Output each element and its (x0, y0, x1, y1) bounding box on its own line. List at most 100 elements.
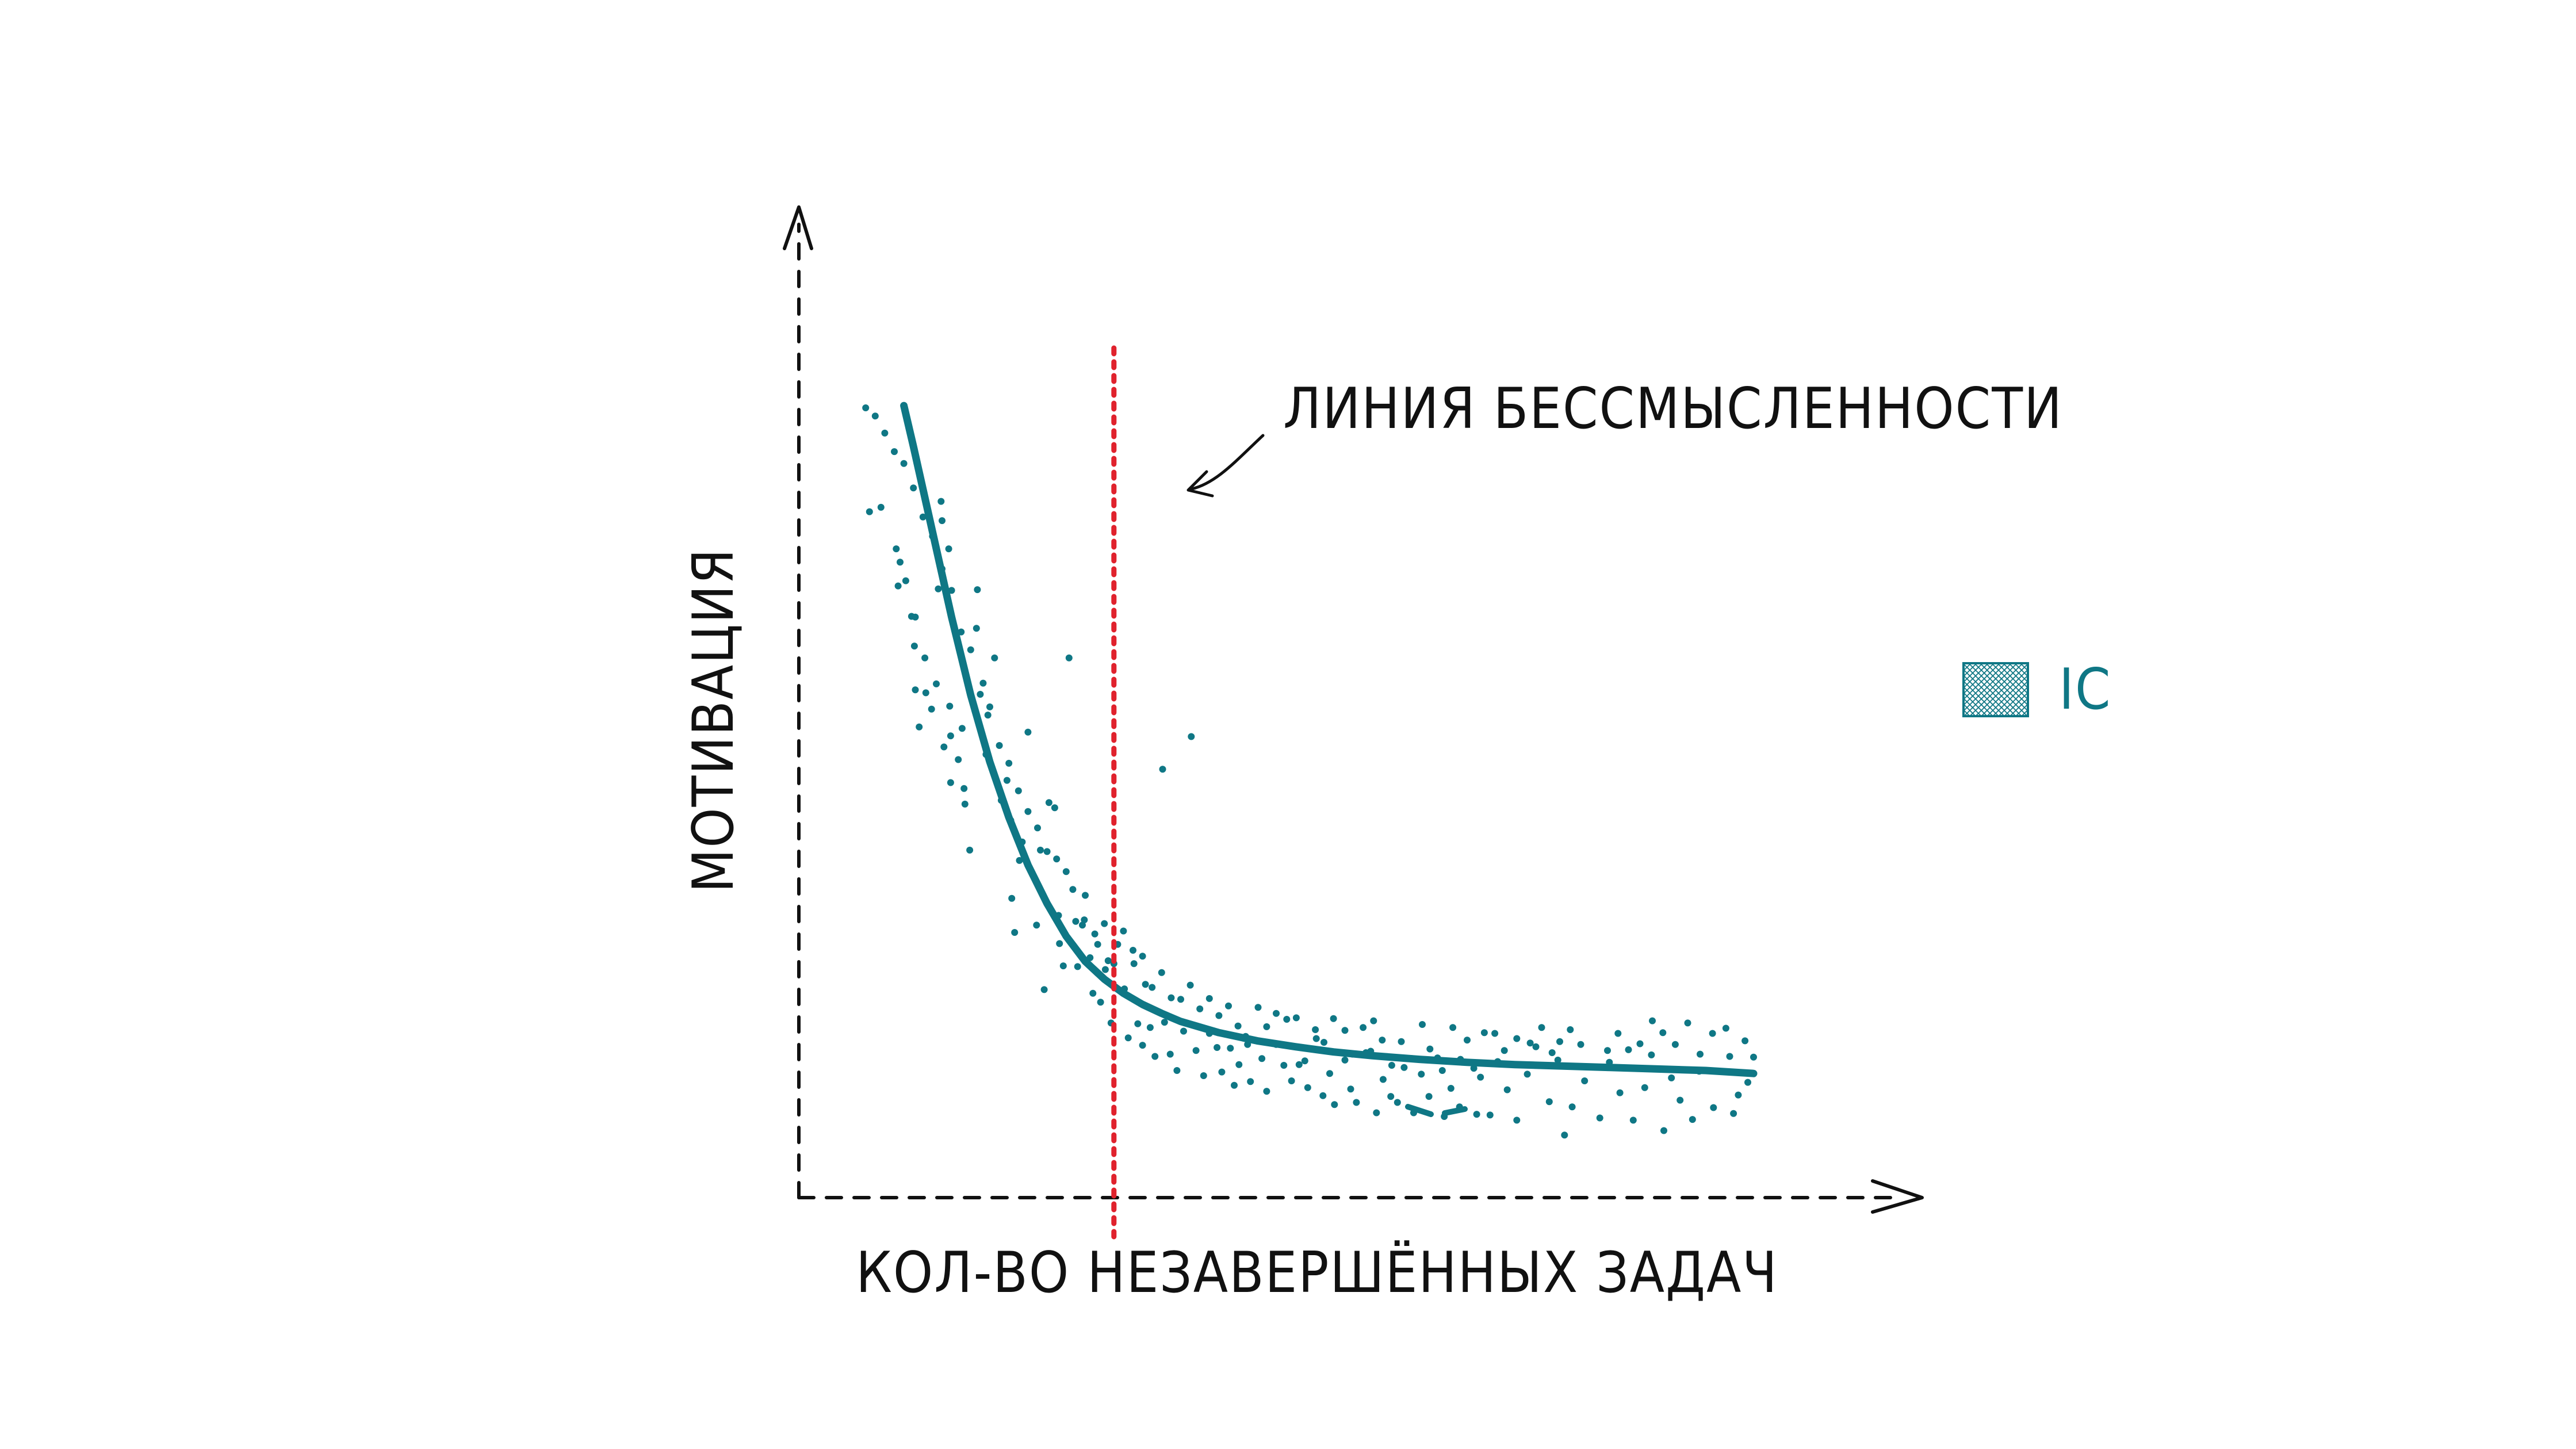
scatter-point (1227, 1045, 1234, 1052)
scatter-point (891, 448, 898, 456)
scatter-point (1101, 966, 1109, 973)
trend-tail-stroke (1405, 1104, 1468, 1117)
scatter-point (1561, 1131, 1568, 1139)
scatter-point (1726, 1053, 1733, 1060)
scatter-point (1069, 886, 1077, 893)
scatter-point (1034, 824, 1041, 832)
scatter-point (1273, 1010, 1280, 1017)
legend-swatch-icon (1962, 662, 2029, 717)
scatter-point (1288, 1077, 1295, 1084)
scatter-point (1425, 1093, 1433, 1100)
scatter-point (1301, 1057, 1308, 1065)
scatter-point (1312, 1026, 1319, 1033)
x-axis-arrow-icon (1871, 1179, 1924, 1214)
scatter-point (1051, 804, 1058, 812)
scatter-point (966, 846, 974, 854)
scatter-point (1449, 1024, 1457, 1031)
scatter-point (1319, 1092, 1327, 1099)
scatter-point (1538, 1024, 1545, 1031)
scatter-point (960, 785, 968, 792)
scatter-point (977, 691, 984, 698)
scatter-point (1470, 1065, 1478, 1072)
scatter-point (871, 412, 879, 420)
y-axis-label: МОТИВАЦИЯ (681, 548, 747, 893)
scatter-point (921, 654, 929, 662)
scatter-point (955, 756, 962, 763)
scatter-point (1231, 1081, 1238, 1089)
scatter-point (1120, 927, 1127, 935)
scatter-point (862, 404, 870, 411)
scatter-point (1295, 1061, 1303, 1068)
annotation-arrow-icon (1190, 434, 1265, 491)
scatter-point (1388, 1062, 1395, 1069)
scatter-point (1072, 917, 1080, 925)
scatter-point (1062, 868, 1070, 875)
scatter-point (1353, 1099, 1360, 1106)
scatter-point (1149, 984, 1156, 991)
scatter-point (1477, 1073, 1484, 1081)
scatter-point (1360, 1024, 1367, 1031)
scatter-point (1159, 766, 1166, 773)
scatter-point (1438, 1067, 1446, 1074)
scatter-point (974, 586, 981, 594)
scatter-point (1091, 930, 1098, 938)
scatter-point (1486, 1111, 1494, 1119)
scatter-point (1524, 1070, 1531, 1078)
scatter-point (1513, 1117, 1521, 1124)
scatter-point (1015, 787, 1022, 794)
axes (783, 205, 1924, 1214)
scatter-point (1741, 1037, 1749, 1045)
scatter-point (1312, 1035, 1320, 1042)
scatter-point (1079, 922, 1086, 929)
scatter-point (1097, 999, 1104, 1006)
scatter-point (937, 498, 945, 505)
scatter-point (1636, 1040, 1644, 1047)
scatter-point (1040, 986, 1048, 993)
scatter-point (894, 582, 902, 590)
scatter-point (1659, 1029, 1667, 1037)
scatter-point (996, 742, 1003, 749)
scatter-point (947, 779, 954, 786)
scatter-point (1263, 1088, 1270, 1095)
scatter-point (958, 725, 966, 732)
scatter-point (897, 559, 904, 566)
scatter-point (1081, 916, 1088, 924)
annotation-label: ЛИНИЯ БЕССМЫСЛЕННОСТИ (1283, 376, 2063, 442)
scatter-point (1089, 989, 1097, 997)
scatter-point (1400, 1064, 1408, 1071)
scatter-point (1341, 1027, 1349, 1034)
scatter-point (1008, 894, 1016, 902)
scatter-point (935, 585, 942, 592)
scatter-point (1577, 1041, 1584, 1048)
scatter-point (1263, 1023, 1270, 1030)
scatter-point (1037, 846, 1044, 854)
scatter-point (1214, 1044, 1221, 1051)
scatter-point (1554, 1056, 1561, 1064)
scatter-point (1215, 1012, 1223, 1019)
trend-line (900, 402, 1758, 1077)
scatter-point (1373, 1109, 1380, 1117)
scatter-point (1625, 1046, 1632, 1053)
scatter-point (1668, 1074, 1675, 1081)
scatter-point (1418, 1070, 1425, 1078)
scatter-point (1419, 1021, 1426, 1028)
scatter-point (1292, 1014, 1300, 1022)
scatter-point (1750, 1053, 1757, 1061)
scatter-point (1134, 1020, 1142, 1027)
scatter-point (1379, 1037, 1386, 1044)
scatter-point (1568, 1103, 1576, 1111)
scatter-point (1124, 1034, 1132, 1042)
scatter-point (1247, 1078, 1254, 1085)
scatter-point (1016, 857, 1023, 864)
scatter-point (1480, 1029, 1488, 1037)
scatter-point (979, 679, 987, 687)
annotation-arrowhead-icon (1186, 470, 1214, 498)
scatter-point (1173, 1067, 1181, 1074)
scatter-point (967, 646, 974, 653)
scatter-point (1065, 654, 1073, 662)
scatter-point (910, 484, 917, 492)
scatter-points (862, 404, 1757, 1139)
scatter-point (1056, 940, 1063, 947)
scatter-point (919, 513, 927, 521)
